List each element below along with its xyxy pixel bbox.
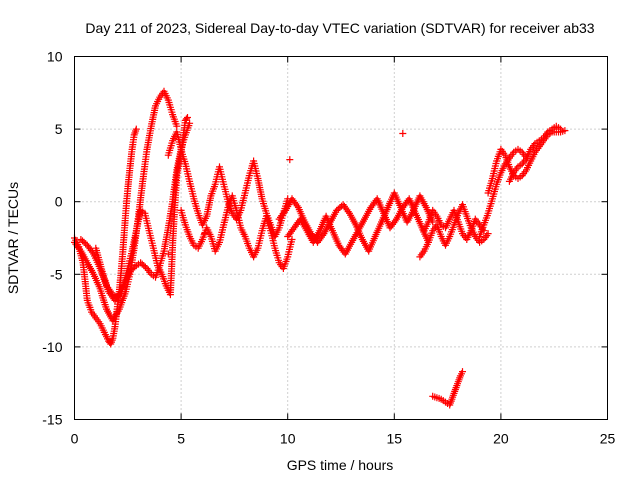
y-tick-label: 5	[55, 121, 63, 137]
x-tick-label: 0	[71, 431, 79, 447]
data-point	[561, 127, 569, 135]
x-tick-label: 25	[600, 431, 616, 447]
x-tick-label: 15	[387, 431, 403, 447]
x-tick-label: 20	[493, 431, 509, 447]
y-tick-label: -15	[42, 412, 62, 428]
data-point	[131, 263, 139, 271]
data-point	[399, 130, 407, 137]
y-tick-label: 10	[47, 49, 63, 65]
data-point	[293, 202, 301, 210]
x-tick-label: 10	[280, 431, 296, 447]
plot-frame	[74, 56, 608, 420]
data-point	[484, 230, 492, 238]
tick-layer: 0 5 10 15 20 25 -15 -10 -5 0 5 10	[42, 49, 615, 447]
data-point	[132, 125, 140, 133]
x-tick-label: 5	[177, 431, 185, 447]
data-point	[288, 236, 296, 243]
data-point	[459, 368, 466, 376]
y-axis-label: SDTVAR / TECUs	[5, 182, 21, 294]
y-tick-label: 0	[55, 194, 63, 210]
data-point	[182, 115, 190, 123]
data-point	[141, 263, 149, 271]
data-point	[184, 114, 191, 121]
y-tick-label: -10	[42, 339, 62, 355]
y-tick-label: -5	[50, 266, 63, 282]
data-point	[557, 125, 565, 133]
data-point	[201, 230, 209, 238]
chart-title: Day 211 of 2023, Sidereal Day-to-day VTE…	[85, 20, 594, 36]
x-axis-label: GPS time / hours	[287, 457, 394, 473]
data-point	[344, 208, 352, 216]
data-points-layer	[71, 87, 569, 409]
data-point	[286, 156, 294, 164]
data-point	[164, 250, 172, 258]
